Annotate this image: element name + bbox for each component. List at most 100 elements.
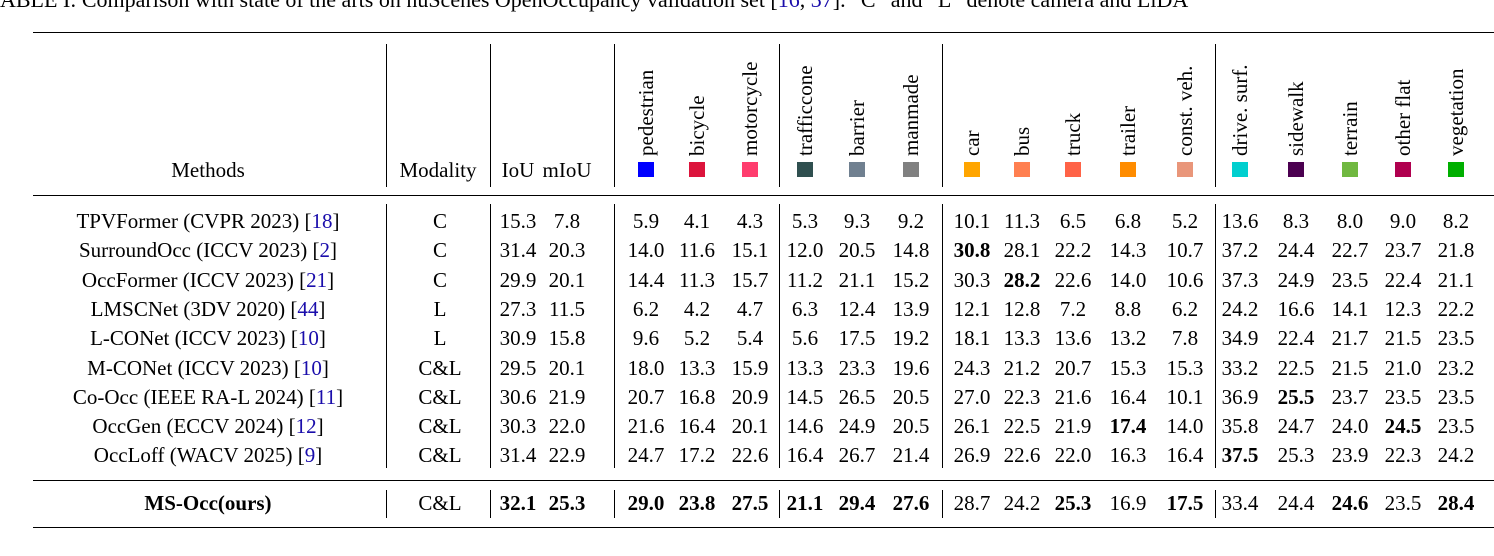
citation-link[interactable]: 44 [297,296,319,321]
value-cell: 14.4 [627,267,665,292]
value-cell: 8.3 [1282,209,1310,233]
value-cell: 29.0 [627,491,665,515]
value-cell: 20.5 [892,414,930,439]
value-cell: 25.3 [548,491,586,515]
value-cell: 26.7 [838,443,876,468]
value-cell: 15.1 [731,238,769,263]
value-cell: 22.6 [1054,267,1092,292]
divider-group3 [1215,44,1216,187]
method-name: OccGen (ECCV 2024) [12] [33,413,383,439]
value-cell: 23.5 [1437,326,1475,351]
citation-link[interactable]: 2 [319,238,331,263]
citation-link[interactable]: 10 [297,326,319,351]
method-label: ] [327,267,335,292]
value-cell: 13.3 [678,355,716,380]
class-header-const-veh-: const. veh. [1173,65,1197,156]
class-swatch-bicycle [689,162,705,177]
value-cell: 22.9 [548,443,586,468]
value-cell: 20.1 [548,355,586,380]
divider-group1-body [779,204,780,468]
method-label: LMSCNet (3DV 2020) [ [90,296,298,321]
class-swatch-sidewalk [1288,162,1304,177]
citation-link[interactable]: 11 [315,384,337,409]
value-cell: 16.4 [678,414,716,439]
class-header-vegetation: vegetation [1444,68,1468,156]
value-cell: 4.1 [683,209,711,233]
value-cell: 24.5 [1384,414,1422,439]
value-cell: 21.5 [1384,326,1422,351]
class-swatch-manmade [903,162,919,177]
value-cell: 17.4 [1109,414,1147,439]
value-cell: 5.6 [791,326,819,351]
class-swatch-vegetation [1448,162,1464,177]
method-label: L-CONet (ICCV 2023) [ [90,326,298,351]
method-label: ] [318,326,326,351]
value-cell: 20.1 [548,267,586,292]
value-cell: 21.9 [1054,414,1092,439]
value-cell: 13.2 [1109,326,1147,351]
value-cell: 14.0 [1109,267,1147,292]
value-cell: 14.6 [786,414,824,439]
modality-cell: L [433,296,447,321]
class-swatch-trailer [1120,162,1136,177]
value-cell: 24.9 [838,414,876,439]
value-cell: 23.5 [1437,384,1475,409]
value-cell: 10.6 [1166,267,1204,292]
value-cell: 11.5 [549,296,585,321]
value-cell: 15.7 [731,267,769,292]
value-cell: 11.3 [679,267,715,292]
citation-link[interactable]: 10 [300,355,322,380]
citation-link[interactable]: 18 [311,209,333,233]
value-cell: 20.7 [627,384,665,409]
value-cell: 33.4 [1221,491,1259,515]
citation-link[interactable]: 9 [304,443,316,468]
value-cell: 22.6 [731,443,769,468]
value-cell: 24.4 [1277,491,1315,515]
class-swatch-barrier [849,162,865,177]
modality-cell: C&L [418,414,462,439]
citation-link[interactable]: 12 [295,414,317,439]
value-cell: 10.1 [953,209,991,233]
value-cell: 21.7 [1331,326,1369,351]
value-cell: 4.3 [736,209,764,233]
citation-link[interactable]: 37 [811,0,833,12]
value-cell: 27.5 [731,491,769,515]
value-cell: 27.6 [892,491,930,515]
value-cell: 6.3 [791,296,819,321]
divider-modality-ours [490,490,491,518]
method-label: ] [330,238,337,263]
class-header-barrier: barrier [845,100,869,156]
value-cell: 37.5 [1221,443,1259,468]
method-label: M-CONet (ICCV 2023) [ [87,355,301,380]
method-label: ] [315,443,323,468]
method-name: LMSCNet (3DV 2020) [44] [33,296,383,322]
value-cell: 22.4 [1277,326,1315,351]
value-cell: 5.2 [1171,209,1199,233]
method-label: OccFormer (ICCV 2023) [ [81,267,307,292]
value-cell: 7.8 [1171,326,1199,351]
value-cell: 8.2 [1442,209,1470,233]
class-swatch-pedestrian [638,162,654,177]
value-cell: 24.0 [1331,414,1369,439]
value-cell: 24.6 [1331,491,1369,515]
citation-link[interactable]: 21 [306,267,328,292]
value-cell: 15.2 [892,267,930,292]
divider-modality [490,44,491,187]
value-cell: 11.2 [787,267,823,292]
value-cell: 21.8 [1437,238,1475,263]
value-cell: 21.1 [838,267,876,292]
citation-link[interactable]: 16 [778,0,800,12]
value-cell: 14.0 [1166,414,1204,439]
value-cell: 31.4 [499,238,537,263]
value-cell: 31.4 [499,443,537,468]
value-cell: 21.6 [627,414,665,439]
value-cell: 16.9 [1109,491,1147,515]
divider-group1 [779,44,780,187]
class-header-other-flat: other flat [1391,79,1415,156]
value-cell: 16.4 [1166,443,1204,468]
class-swatch-other-flat [1395,162,1411,177]
value-cell: 12.4 [838,296,876,321]
value-cell: 30.3 [953,267,991,292]
class-header-motorcycle: motorcycle [738,61,762,156]
method-name: TPVFormer (CVPR 2023) [18] [33,208,383,234]
